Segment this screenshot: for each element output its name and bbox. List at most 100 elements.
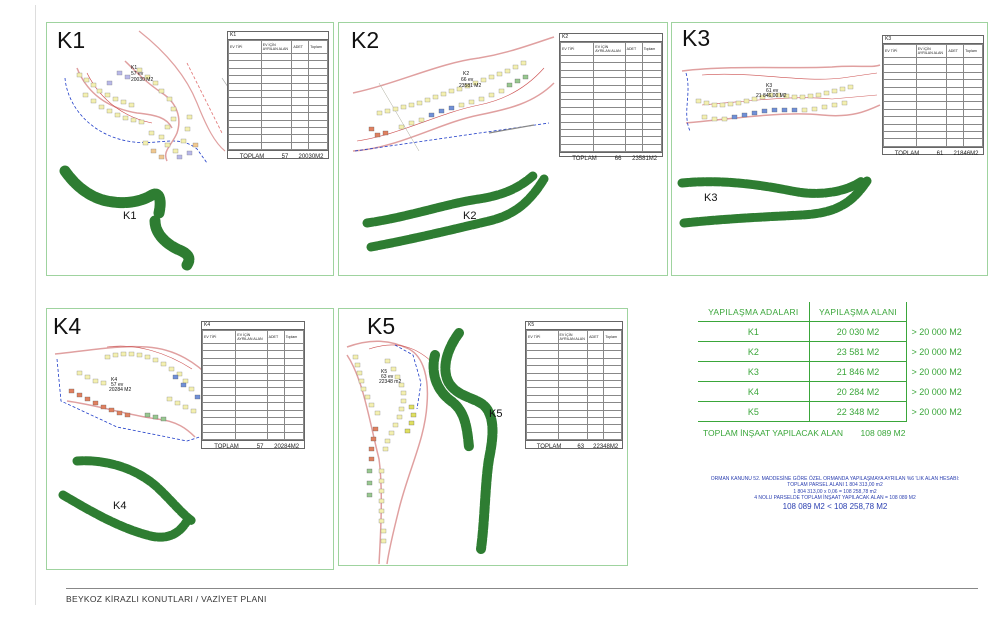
k5-houses	[352, 354, 407, 544]
k4-total-area: 20284M2	[274, 444, 300, 451]
k5-total-count: 63	[577, 444, 585, 451]
k5-table-title: K5	[526, 322, 622, 330]
summary-row-name: K3	[698, 361, 810, 382]
k2-col-count: ADET	[624, 42, 643, 56]
panel-k4: K4 K4 57 ev	[46, 308, 334, 570]
k3-houses	[695, 84, 854, 122]
k4-plan-label-area: 20284 M2	[109, 387, 131, 393]
k3-total-label: TOPLAM	[894, 150, 920, 157]
k5-total-area: 22348M2	[593, 444, 619, 451]
k3-green-label: K3	[704, 192, 717, 204]
k5-plan-label-area: 22348 m2	[379, 379, 401, 385]
k2-plan-label-area: 23581 M2	[459, 83, 481, 89]
k2-table-total: TOPLAM 66 23581M2	[560, 152, 662, 165]
k5-plan-label-count: 63 ev	[381, 374, 394, 380]
panel-k4-label: K4	[53, 313, 82, 339]
k1-col-total: Toplam	[308, 40, 328, 54]
k1-table-title: K1	[228, 32, 328, 40]
summary-row-name: K4	[698, 381, 810, 402]
summary-head-area: YAPILAŞMA ALANI	[808, 302, 908, 322]
k2-col-type: EV TİPİ	[559, 42, 595, 56]
summary-row: K1 20 030 M2 > 20 000 M2	[698, 321, 973, 342]
summary-row-name: K5	[698, 401, 810, 422]
summary-total-label: TOPLAM İNŞAAT YAPILACAK ALAN	[703, 428, 843, 438]
k5-col-count: ADET	[587, 330, 605, 344]
note-line-3: 1 804 313,00 x 0,06 = 108 258,78 m2	[793, 488, 877, 495]
panel-k2-label: K2	[351, 27, 380, 53]
k2-table-title: K2	[560, 34, 662, 42]
summary-row-area: 23 581 M2	[808, 341, 908, 362]
k3-col-area: EV İÇİN AYRILAN ALAN	[915, 44, 948, 58]
k3-plan-drawing: K3 61 ev 21 846,00 M2 K3	[677, 64, 881, 228]
note-line-4: 4 NOLU PARSELDE TOPLAM İNŞAAT YAPILACAK …	[754, 495, 916, 502]
k4-plan-label-name: K4	[111, 377, 117, 383]
k1-total-count: 57	[281, 154, 289, 161]
k1-plan-label-count: 57 ev	[131, 71, 144, 77]
k5-plan-label-name: K5	[381, 369, 387, 375]
panel-k3-label: K3	[682, 25, 711, 51]
panel-k3: K3 K3 61 ev 21 846,00 M2	[671, 22, 988, 276]
k2-col-total: Toplam	[641, 42, 663, 56]
sheet-title: BEYKOZ KİRAZLI KONUTLARI / VAZİYET PLANI	[66, 594, 267, 604]
k3-unit-rows: EV TİPİ EV İÇİN AYRILAN ALAN ADET Toplam	[883, 44, 983, 147]
k2-total-area: 23581M2	[632, 156, 658, 163]
k3-total-count: 61	[936, 150, 944, 157]
note-line-2: TOPLAM PARSEL ALANI 1 804 313,00 m2	[787, 482, 883, 489]
summary-total: TOPLAM İNŞAAT YAPILACAK ALAN 108 089 M2	[698, 428, 988, 438]
k4-table-total: TOPLAM 57 20284M2	[202, 440, 304, 453]
summary-row-name: K1	[698, 321, 810, 342]
k5-col-total: Toplam	[603, 330, 622, 344]
k2-houses	[376, 60, 527, 130]
k3-col-type: EV TİPİ	[883, 44, 917, 58]
k1-plan-label-name: K1	[131, 65, 137, 71]
summary-row: K3 21 846 M2 > 20 000 M2	[698, 361, 973, 382]
forest-law-notes: ORMAN KANUNU 52. MADDESİNE GÖRE ÖZEL ORM…	[700, 476, 970, 512]
k2-green-label: K2	[463, 210, 476, 222]
k1-col-count: ADET	[291, 40, 310, 54]
k1-table-total: TOPLAM 57 20030M2	[228, 150, 328, 163]
k2-total-label: TOPLAM	[572, 156, 597, 163]
summary-row-compare: > 20 000 M2	[911, 366, 962, 377]
k1-total-label: TOPLAM	[239, 154, 265, 161]
summary-row: K2 23 581 M2 > 20 000 M2	[698, 341, 973, 362]
footer-divider	[66, 588, 978, 589]
summary-row-area: 21 846 M2	[808, 361, 908, 382]
summary-row: K5 22 348 M2 > 20 000 M2	[698, 401, 973, 422]
panel-k1: K1	[46, 22, 334, 276]
summary-row: K4 20 284 M2 > 20 000 M2	[698, 381, 973, 402]
k2-plan-label-count: 66 ev	[461, 77, 474, 83]
summary-row-compare: > 20 000 M2	[911, 406, 962, 417]
sheet-margin-line	[35, 5, 36, 605]
k5-col-type: EV TİPİ	[526, 330, 559, 344]
k1-green-mass	[59, 165, 195, 271]
k4-green-label: K4	[113, 500, 126, 512]
k2-unit-rows: EV TİPİ EV İÇİN AYRILAN ALAN ADET Toplam	[559, 42, 663, 153]
k1-plan-label-area: 20030 M2	[131, 77, 153, 83]
k1-houses	[76, 67, 193, 154]
k2-green-mass	[362, 170, 549, 252]
k4-col-type: EV TİPİ	[201, 330, 237, 344]
k5-table-total: TOPLAM 63 22348M2	[526, 440, 622, 453]
k4-col-count: ADET	[266, 330, 285, 344]
k4-unit-table: K4 EV TİPİ EV İÇİN AYRILAN ALAN ADET Toplam…	[201, 321, 305, 450]
summary-row-area: 20 284 M2	[808, 381, 908, 402]
summary-row-area: 22 348 M2	[808, 401, 908, 422]
summary-row-name: K2	[698, 341, 810, 362]
k1-plan-drawing: K1 57 ev 20030 M2 K1	[59, 30, 258, 271]
panel-k2: K2	[338, 22, 668, 276]
panel-k5-label: K5	[367, 313, 396, 339]
k3-plan-label-area: 21 846,00 M2	[756, 93, 787, 99]
k5-plan-drawing: K5 63 ev 22348 m2 K5	[346, 328, 502, 565]
k1-green-label: K1	[123, 210, 136, 222]
k1-unit-rows: EV TİPİ EV İÇİN AYRILAN ALAN ADET Toplam	[228, 40, 328, 151]
k3-total-area: 21846M2	[953, 150, 979, 157]
panel-k1-label: K1	[57, 27, 86, 53]
k3-plan-label-count: 61 ev	[766, 88, 779, 94]
panel-k5: K5 K5 63	[338, 308, 628, 566]
summary-row-compare: > 20 000 M2	[911, 386, 962, 397]
k2-plan-label-name: K2	[463, 71, 469, 77]
k4-plan-drawing: K4 57 ev 20284 M2 K4	[54, 345, 226, 542]
k4-total-label: TOPLAM	[214, 444, 239, 451]
summary-rows: YAPILAŞMA ADALARI YAPILAŞMA ALANI K1 20 …	[698, 302, 973, 422]
